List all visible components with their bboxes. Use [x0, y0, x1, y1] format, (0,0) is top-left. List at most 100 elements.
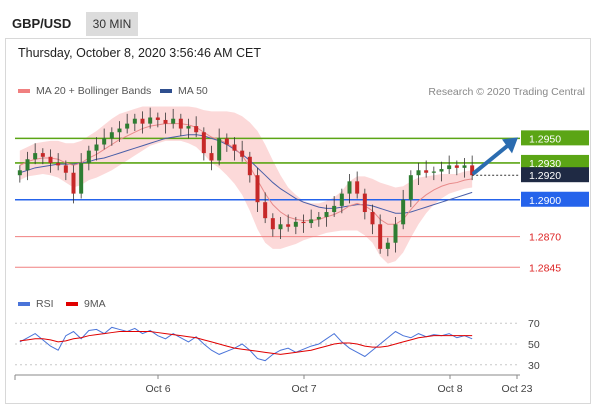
legend-swatch-ma50 — [160, 89, 172, 93]
forecast-arrow-head — [502, 137, 518, 154]
candle-body — [102, 138, 107, 145]
rsi-tick-label-30: 30 — [528, 360, 540, 372]
candle-body — [431, 171, 436, 173]
candle-body — [194, 126, 199, 133]
chart-frame — [5, 38, 591, 404]
candle-body — [209, 153, 214, 161]
candle-body — [347, 181, 352, 194]
legend-swatch-9ma — [66, 302, 78, 306]
candle-body — [370, 212, 375, 225]
timeframe-tab[interactable]: 30 MIN — [86, 12, 138, 36]
chart-timestamp: Thursday, October 8, 2020 3:56:46 AM CET — [18, 46, 261, 60]
candle-body — [201, 132, 206, 154]
candle-body — [148, 117, 153, 124]
candle-body — [163, 119, 168, 124]
candle-body — [470, 165, 475, 176]
candle-body — [424, 170, 429, 173]
research-credit: Research © 2020 Trading Central — [428, 86, 585, 98]
x-tick-label-1: Oct 7 — [291, 383, 316, 395]
candle-body — [186, 126, 191, 129]
candle-body — [40, 153, 45, 157]
candle-body — [355, 181, 360, 194]
price-label-0: 1.2950 — [529, 133, 561, 145]
candle-body — [263, 202, 268, 219]
candle-body — [86, 150, 91, 163]
candle-body — [362, 193, 367, 213]
rsi-tick-label-70: 70 — [528, 318, 540, 330]
candle-body — [33, 153, 38, 160]
price-label-1: 1.2930 — [529, 158, 561, 170]
legend-item-ma50: MA 50 — [160, 85, 208, 97]
x-tick-label-3: Oct 23 — [502, 383, 533, 395]
candle-body — [416, 170, 421, 176]
candle-body — [48, 156, 53, 163]
rsi-series-rsi — [19, 326, 473, 362]
legend-swatch-ma20 — [18, 89, 30, 93]
candle-body — [125, 123, 130, 129]
legend-swatch-rsi — [18, 302, 30, 306]
price-label-box-2 — [521, 167, 589, 183]
candle-body — [408, 175, 413, 200]
candle-body — [255, 175, 260, 203]
candle-body — [439, 169, 444, 172]
candle-body — [155, 117, 160, 120]
candle-body — [316, 216, 321, 220]
candle-body — [178, 118, 183, 129]
candle-body — [278, 224, 283, 230]
symbol-tab[interactable]: GBP/USD — [12, 16, 72, 31]
ma50-line — [19, 134, 473, 214]
candle-body — [401, 199, 406, 225]
candle-body — [25, 159, 30, 171]
rsi-series-9ma — [19, 331, 473, 355]
x-tick-label-0: Oct 6 — [145, 383, 170, 395]
candle-body — [286, 224, 291, 227]
candle-body — [17, 170, 22, 176]
price-label-4: 1.2870 — [529, 232, 561, 244]
ma20-line — [19, 123, 473, 225]
candle-body — [56, 162, 61, 166]
candle-body — [270, 218, 275, 230]
price-label-2: 1.2920 — [529, 170, 561, 182]
legend-label-ma20: MA 20 + Bollinger Bands — [36, 85, 152, 97]
candle-body — [454, 165, 459, 168]
price-label-box-0 — [521, 130, 589, 146]
candle-body — [140, 118, 145, 124]
legend-label-9ma: 9MA — [84, 298, 106, 310]
candle-body — [293, 221, 298, 227]
candle-body — [240, 150, 245, 157]
candle-body — [79, 162, 84, 194]
candle-body — [171, 118, 176, 124]
legend-item-rsi: RSI — [18, 298, 54, 310]
candle-body — [247, 156, 252, 176]
legend-item-ma20: MA 20 + Bollinger Bands — [18, 85, 151, 97]
candle-body — [63, 165, 68, 173]
candle-body — [132, 118, 137, 124]
x-tick-label-2: Oct 8 — [437, 383, 462, 395]
candle-body — [117, 128, 122, 133]
candle-body — [393, 224, 398, 243]
forecast-arrow-shaft — [472, 143, 510, 175]
candle-body — [332, 205, 337, 213]
bollinger-band-cloud — [19, 106, 473, 264]
candle-body — [447, 165, 452, 170]
rsi-tick-label-50: 50 — [528, 339, 540, 351]
candle-body — [385, 242, 390, 249]
legend-label-ma50: MA 50 — [178, 85, 208, 97]
price-label-box-3 — [521, 191, 589, 207]
candle-body — [324, 212, 329, 217]
candle-body — [217, 138, 222, 161]
price-label-5: 1.2845 — [529, 262, 561, 274]
price-label-3: 1.2900 — [529, 195, 561, 207]
candle-body — [309, 219, 314, 224]
candle-body — [462, 165, 467, 168]
candle-body — [94, 144, 99, 151]
candles-group — [17, 107, 475, 257]
candle-body — [339, 193, 344, 206]
candle-body — [109, 132, 114, 139]
candle-body — [224, 138, 229, 145]
legend-label-rsi: RSI — [36, 298, 54, 310]
candle-body — [301, 221, 306, 224]
candle-body — [232, 144, 237, 151]
candle-body — [378, 224, 383, 249]
